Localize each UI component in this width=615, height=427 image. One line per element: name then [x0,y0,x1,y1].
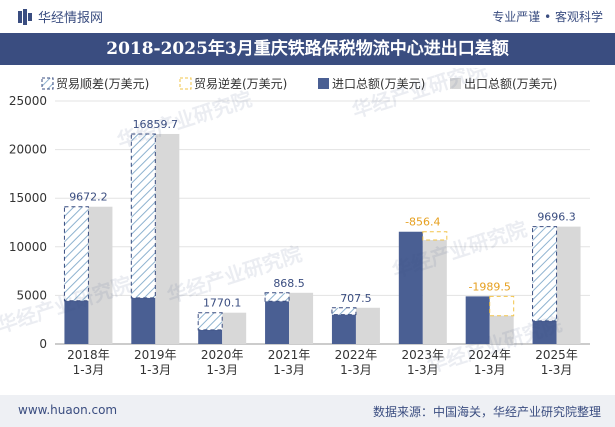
x-tick-label: 1-3月 [206,363,238,377]
trade-surplus-bar [331,307,357,316]
x-tick-label: 1-3月 [273,363,305,377]
x-tick-label: 2023年 [402,348,445,362]
brand-name: 华经情报网 [38,11,104,26]
balance-data-label: -1989.5 [468,280,510,293]
import-bar [265,301,290,344]
legend-import-swatch [318,78,329,89]
export-bar [489,315,514,344]
brand-logo-icon [18,8,32,25]
legend-trade-surplus-swatch [41,77,54,90]
x-tick-label: 2024年 [468,348,511,362]
import-bar [331,314,356,344]
trade-surplus-bar [532,226,558,322]
trade-surplus-bar [130,133,156,299]
trade-surplus-bar [63,206,89,302]
x-tick-label: 1-3月 [140,363,172,377]
export-bar [289,292,314,344]
import-bar [64,300,89,344]
top-bar: 华经情报网 专业严谨 • 客观科学 [0,0,615,30]
y-tick-label: 15000 [9,191,47,205]
import-bar [465,296,490,344]
tagline: 专业严谨 • 客观科学 [492,10,603,24]
export-bar [422,240,447,344]
legend-export-swatch [450,78,461,89]
y-tick-label: 5000 [16,288,47,302]
import-bar [532,320,557,344]
y-tick-label: 10000 [9,240,47,254]
legend-import-label: 进口总额(万美元) [332,77,425,91]
x-tick-label: 2020年 [201,348,244,362]
brand[interactable]: 华经情报网 [18,7,103,26]
legend-export-label: 出口总额(万美元) [464,77,557,91]
x-tick-label: 2025年 [535,348,578,362]
legend-trade-deficit-swatch [179,77,192,90]
trade-deficit-bar [422,231,448,241]
x-tick-label: 2021年 [268,348,311,362]
x-tick-label: 1-3月 [340,363,372,377]
website-link[interactable]: www.huaon.com [18,403,118,417]
footer: www.huaon.com 数据来源：中国海关，华经产业研究院整理 [0,395,615,427]
balance-data-label: 868.5 [273,277,305,290]
balance-data-label: 9672.2 [69,191,108,204]
x-tick-label: 1-3月 [407,363,439,377]
balance-data-label: 9696.3 [537,211,576,224]
export-bar [88,206,113,344]
y-tick-label: 25000 [9,94,47,108]
trade-surplus-bar [264,292,290,302]
bar-chart: 05000100001500020000250009672.22018年1-3月… [0,68,590,378]
trade-deficit-bar [489,295,515,317]
legend-trade-surplus-label: 贸易顺差(万美元) [56,77,149,91]
import-bar [131,297,156,344]
balance-data-label: 707.5 [340,292,372,305]
export-bar [355,307,380,344]
x-tick-label: 2019年 [134,348,177,362]
x-tick-label: 1-3月 [541,363,573,377]
export-bar [155,133,180,344]
export-bar [556,226,581,344]
x-tick-label: 1-3月 [73,363,105,377]
import-bar [398,231,423,344]
trade-surplus-bar [197,312,223,331]
balance-data-label: 1770.1 [203,297,242,310]
balance-data-label: -856.4 [405,216,440,229]
legend-trade-deficit-label: 贸易逆差(万美元) [194,76,287,91]
balance-data-label: 16859.7 [133,118,179,131]
x-tick-label: 2022年 [335,348,378,362]
y-tick-label: 20000 [9,143,47,157]
y-tick-label: 0 [39,337,47,351]
data-source: 数据来源：中国海关，华经产业研究院整理 [372,405,601,419]
chart-title: 2018-2025年3月重庆铁路保税物流中心进出口差额 [0,33,615,65]
x-tick-label: 1-3月 [474,363,506,377]
import-bar [198,329,223,344]
export-bar [222,312,247,344]
x-tick-label: 2018年 [67,348,110,362]
